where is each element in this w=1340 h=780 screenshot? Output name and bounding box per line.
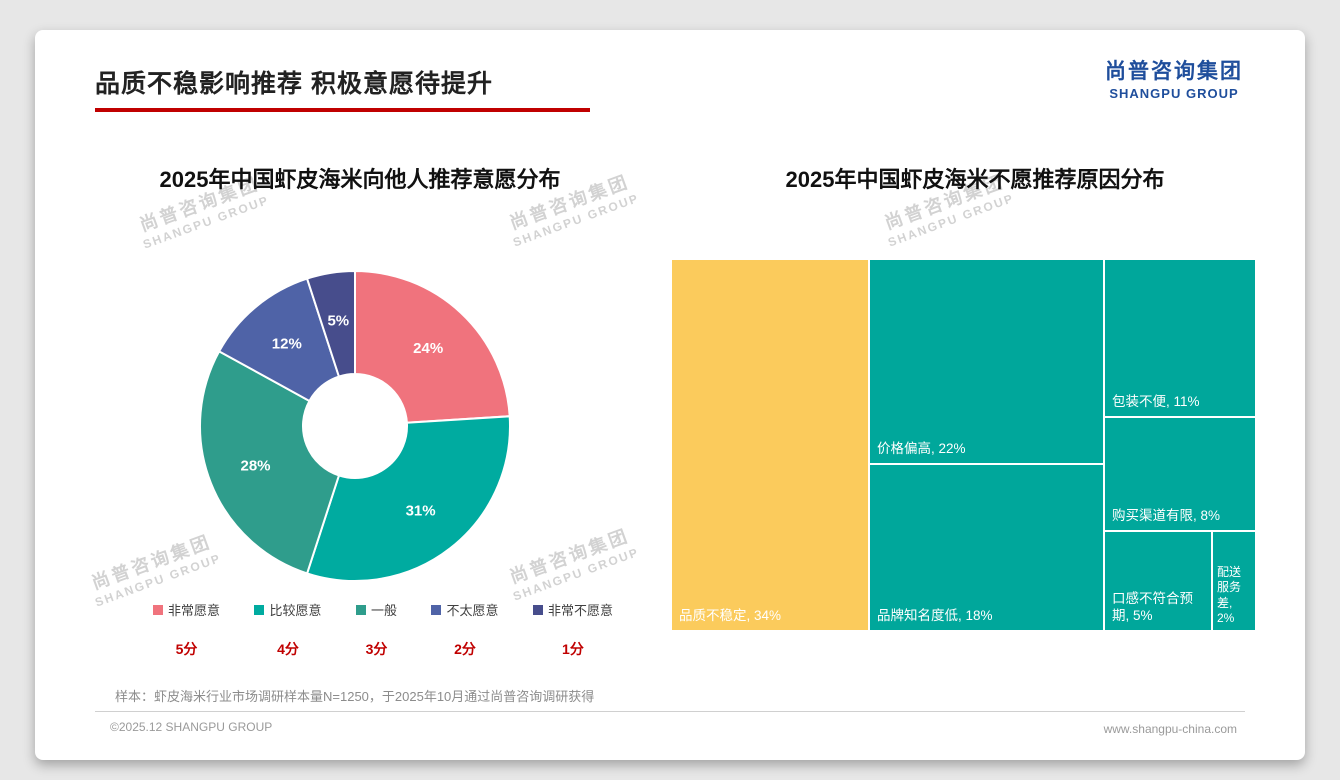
treemap-block-price: 价格偏高, 22% (870, 260, 1103, 463)
website-url: www.shangpu-china.com (1103, 722, 1237, 736)
logo-cn-text: 尚普咨询集团 (1105, 60, 1243, 83)
footer-divider (95, 711, 1245, 712)
donut-segment (199, 349, 341, 575)
donut-value-label: 31% (406, 503, 436, 520)
page-title: 品质不稳影响推荐 积极意愿待提升 (95, 70, 493, 98)
donut-value-label: 12% (272, 336, 302, 353)
treemap-block-brand: 品牌知名度低, 18% (870, 465, 1103, 630)
legend-score: 1分 (562, 641, 584, 657)
treemap-chart: 品质不稳定, 34% 价格偏高, 22% 品牌知名度低, 18% 包装不便, 1… (672, 260, 1255, 630)
donut-chart-title: 2025年中国虾皮海米向他人推荐意愿分布 (159, 167, 561, 192)
donut-value-label: 24% (413, 340, 443, 357)
legend-swatch (431, 604, 442, 615)
legend-label: 非常不愿意 (547, 603, 613, 618)
treemap-label: 品质不稳定, 34% (679, 608, 782, 624)
legend-item: 不太愿意 2分 (431, 600, 498, 659)
treemap-block-channel: 购买渠道有限, 8% (1105, 418, 1255, 530)
legend-label: 比较愿意 (269, 603, 322, 618)
copyright-text: ©2025.12 SHANGPU GROUP (110, 720, 273, 734)
treemap-block-taste: 口感不符合预期, 5% (1105, 532, 1211, 630)
treemap-label: 口感不符合预期, 5% (1112, 590, 1193, 624)
treemap-label: 包装不便, 11% (1112, 394, 1200, 410)
legend-item: 非常愿意 5分 (153, 600, 220, 659)
legend-swatch (355, 604, 366, 615)
legend-item: 比较愿意 4分 (254, 600, 322, 659)
donut-legend: 非常愿意 5分 比较愿意 4分 一般 3分 不太愿意 2分 非常不愿意 1分 (153, 600, 613, 659)
legend-swatch (153, 604, 163, 615)
treemap-chart-title: 2025年中国虾皮海米不愿推荐原因分布 (785, 167, 1165, 192)
donut-segment (305, 415, 511, 582)
treemap-label: 价格偏高, 22% (877, 441, 966, 457)
donut-segment (217, 277, 341, 403)
legend-item: 一般 3分 (355, 600, 397, 659)
legend-score: 2分 (454, 641, 476, 657)
treemap-label: 配送服务差, 2% (1217, 564, 1242, 626)
donut-segment (354, 269, 511, 424)
legend-score: 4分 (277, 641, 299, 657)
logo-en-text: SHANGPU GROUP (1109, 86, 1239, 101)
legend-swatch (254, 604, 265, 615)
treemap-block-quality: 品质不稳定, 34% (672, 260, 868, 630)
legend-score: 3分 (365, 641, 388, 657)
legend-score: 5分 (175, 641, 198, 657)
donut-segment (305, 269, 356, 378)
donut-value-label: 28% (240, 457, 270, 474)
treemap-block-delivery: 配送服务差, 2% (1213, 532, 1255, 630)
legend-swatch (532, 604, 543, 615)
treemap-label: 购买渠道有限, 8% (1112, 508, 1221, 524)
legend-label: 非常愿意 (168, 603, 221, 618)
treemap-label: 品牌知名度低, 18% (877, 608, 993, 624)
donut-chart: 24% 31% 28% 12% 5% (199, 269, 511, 582)
sample-note: 样本：虾皮海米行业市场调研样本量N=1250，于2025年10月通过尚普咨询调研… (115, 689, 595, 704)
donut-value-label: 5% (327, 312, 349, 329)
slide-content: 品质不稳影响推荐 积极意愿待提升 尚普咨询集团 SHANGPU GROUP 20… (35, 30, 1305, 760)
treemap-block-packaging: 包装不便, 11% (1105, 260, 1255, 416)
legend-label: 一般 (370, 603, 397, 618)
title-accent-bar (95, 108, 590, 112)
legend-label: 不太愿意 (446, 603, 499, 618)
company-logo: 尚普咨询集团 SHANGPU GROUP (1105, 55, 1243, 101)
legend-item: 非常不愿意 1分 (532, 600, 613, 659)
slide-card: 尚普咨询集团 SHANGPU GROUP 尚普咨询集团 SHANGPU GROU… (35, 30, 1305, 760)
